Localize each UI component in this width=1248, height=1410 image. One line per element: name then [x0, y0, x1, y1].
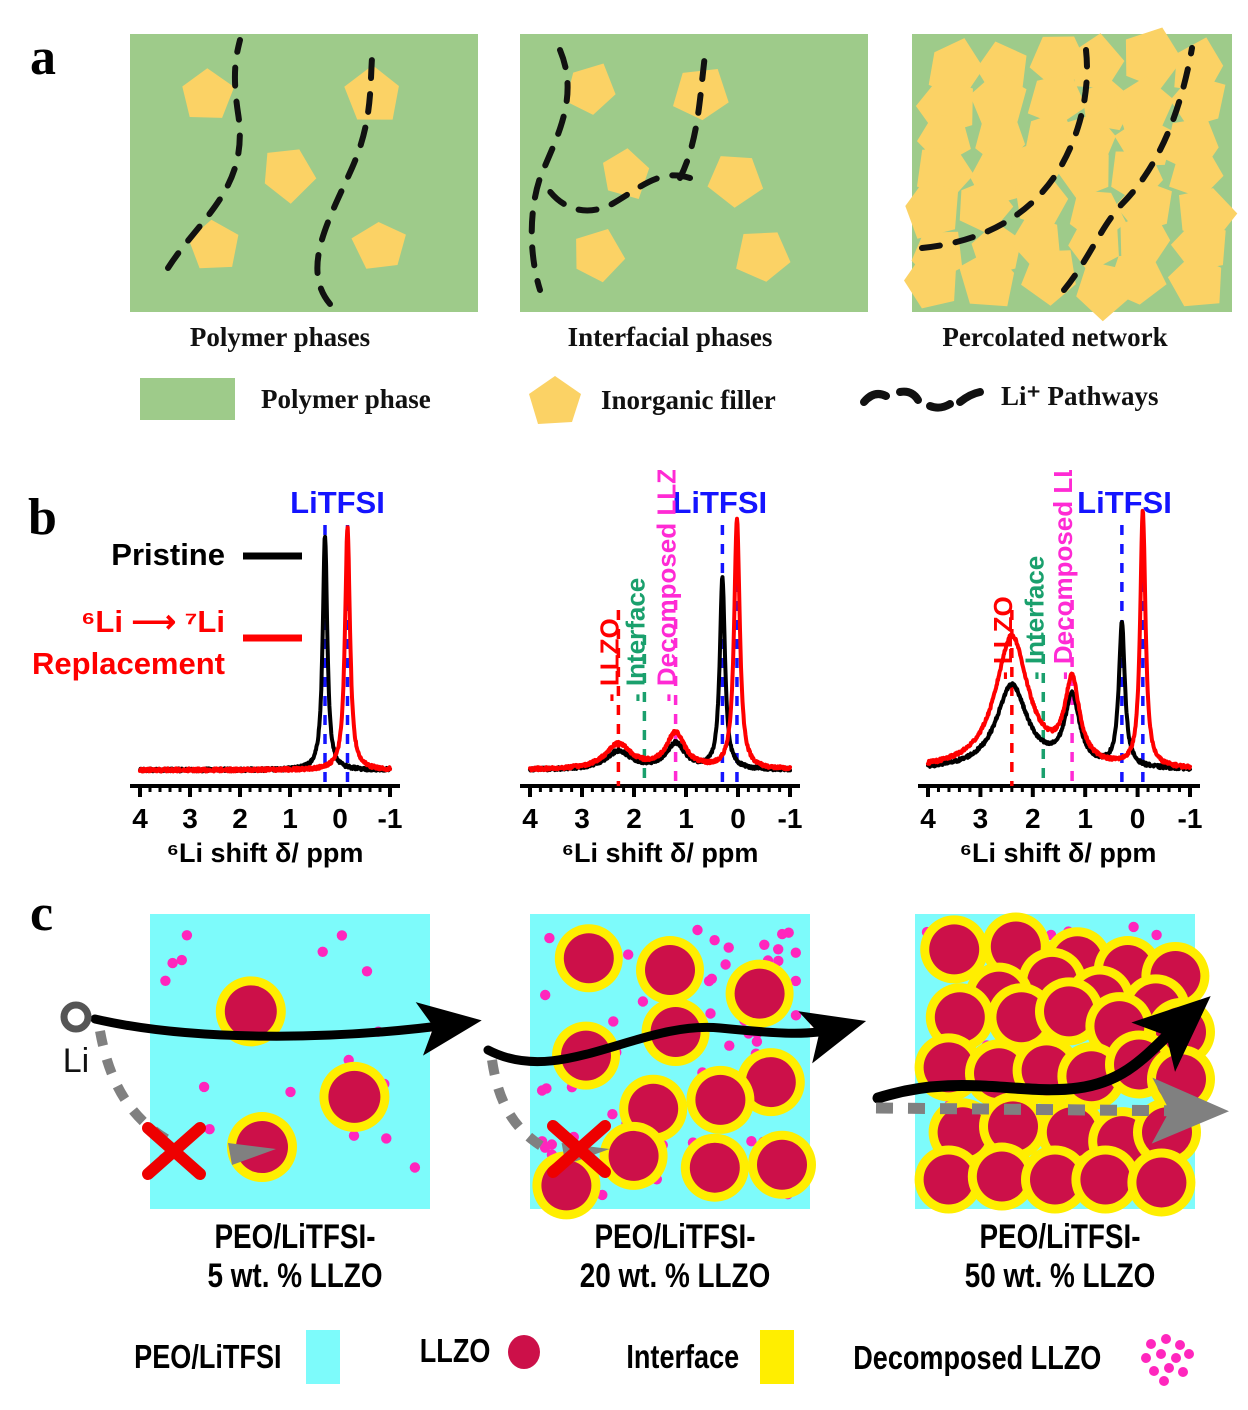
panel-a-caption-1: Interfacial phases: [567, 322, 773, 352]
panel-c-caption-0-line2: 5 wt. % LLZO: [207, 1257, 383, 1295]
green-rectangle-swatch: [140, 378, 235, 420]
svg-text:-1: -1: [1178, 803, 1203, 834]
svg-text:2: 2: [1025, 803, 1041, 834]
svg-text:⁶Li shift δ/ ppm: ⁶Li shift δ/ ppm: [167, 838, 364, 868]
panel-c-caption-0-line1: PEO/LiTFSI-: [214, 1218, 376, 1256]
panel-c-caption-1-line1: PEO/LiTFSI-: [594, 1218, 756, 1256]
panel-letter-b: b: [28, 489, 57, 546]
crimson-circle-swatch: [508, 1335, 541, 1369]
panel-c-caption-2-line1: PEO/LiTFSI-: [979, 1218, 1141, 1256]
svg-text:LiTFSI: LiTFSI: [1077, 485, 1172, 520]
panel-a-legend-label-2: Li⁺ Pathways: [1001, 380, 1159, 411]
panel-c-schematics: Li: [60, 912, 1229, 1220]
svg-text:3: 3: [182, 803, 198, 834]
panel-a-legend-label-0: Polymer phase: [261, 383, 431, 414]
svg-text:- LLZO: - LLZO: [988, 596, 1018, 680]
svg-text:3: 3: [574, 803, 590, 834]
panel-a-legend-item-filler: Inorganic filler: [527, 374, 776, 426]
svg-text:2: 2: [232, 803, 248, 834]
svg-text:4: 4: [132, 803, 148, 834]
svg-text:1: 1: [678, 803, 694, 834]
svg-text:1: 1: [1077, 803, 1093, 834]
svg-text:0: 0: [730, 803, 746, 834]
panel-a-caption-2: Percolated network: [942, 322, 1168, 352]
svg-text:⁶Li shift δ/ ppm: ⁶Li shift δ/ ppm: [960, 838, 1157, 868]
panel-c-legend-item-decomposed: Decomposed LLZO: [826, 1330, 1197, 1386]
yellow-rectangle-swatch: [759, 1330, 794, 1384]
svg-text:-1: -1: [378, 803, 403, 834]
svg-text:0: 0: [332, 803, 348, 834]
svg-text:- Interface: - Interface: [620, 578, 650, 702]
panel-a-legend-item-polymer: Polymer phase: [140, 378, 431, 420]
panel-c-caption-2-line2: 50 wt. % LLZO: [964, 1257, 1156, 1295]
panel-c-legend-item-interface: Interface: [614, 1330, 794, 1384]
svg-text:Pristine: Pristine: [111, 537, 225, 572]
svg-text:Li: Li: [63, 1042, 89, 1080]
panel-b-nmr-spectra: 4 3 2 1 0 -1 ⁶Li shift δ/ ppm LiTFSI 4 3 2 1 0 -1 ⁶Li …: [32, 470, 1203, 868]
yellow-pentagon-swatch: [529, 376, 581, 424]
panel-a-schematics: [130, 27, 1238, 322]
svg-text:0: 0: [1130, 803, 1146, 834]
svg-text:2: 2: [626, 803, 642, 834]
svg-text:LiTFSI: LiTFSI: [672, 485, 767, 520]
svg-text:- Decomposed LLZO: - Decomposed LLZO: [1048, 470, 1078, 680]
svg-text:4: 4: [522, 803, 538, 834]
svg-text:⁶Li shift δ/ ppm: ⁶Li shift δ/ ppm: [562, 838, 759, 868]
panel-a-legend-item-pathway: Li⁺ Pathways: [860, 376, 1159, 416]
svg-text:⁶Li ⟶ ⁷Li: ⁶Li ⟶ ⁷Li: [81, 604, 225, 639]
dashed-curve-swatch: [860, 387, 984, 412]
svg-text:3: 3: [973, 803, 989, 834]
svg-text:Replacement: Replacement: [32, 646, 225, 681]
panel-c-legend-label-3: Decomposed LLZO: [853, 1339, 1102, 1376]
panel-c-legend-item-llzo: LLZO: [412, 1330, 544, 1372]
panel-c-legend-label-1: LLZO: [419, 1332, 491, 1369]
panel-letter-a: a: [30, 29, 56, 86]
svg-text:4: 4: [920, 803, 936, 834]
cyan-rectangle-swatch: [305, 1330, 340, 1384]
panel-c-caption-1-line2: 20 wt. % LLZO: [579, 1257, 771, 1295]
panel-a-caption-0: Polymer phases: [189, 322, 371, 352]
svg-text:- LLZO: - LLZO: [594, 618, 624, 702]
panel-c-legend-label-0: PEO/LiTFSI: [134, 1338, 282, 1375]
panel-letter-c: c: [30, 885, 54, 942]
panel-c-legend-label-2: Interface: [626, 1338, 740, 1375]
svg-text:1: 1: [282, 803, 298, 834]
magenta-dots-swatch: [1140, 1334, 1194, 1386]
svg-text:- Interface: - Interface: [1019, 556, 1049, 680]
panel-a-legend-label-1: Inorganic filler: [601, 384, 776, 415]
panel-c-legend-item-peo: PEO/LiTFSI: [118, 1330, 340, 1384]
svg-text:LiTFSI: LiTFSI: [290, 485, 385, 520]
svg-text:- Decomposed LLZO: - Decomposed LLZO: [652, 470, 682, 702]
svg-text:-1: -1: [778, 803, 803, 834]
